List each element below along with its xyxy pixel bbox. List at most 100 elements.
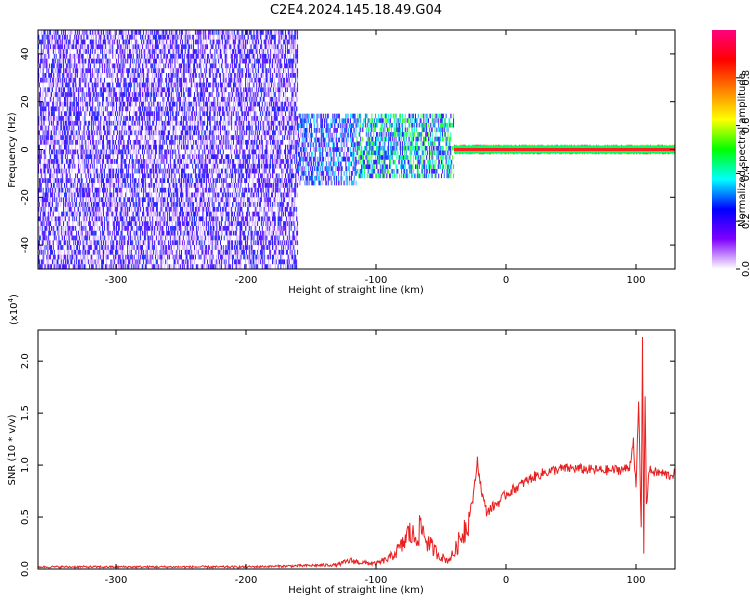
spectrogram-cell: [142, 111, 144, 117]
spectrogram-cell: [43, 73, 45, 78]
spectrogram-cell: [65, 230, 67, 236]
spectrogram-cell: [175, 135, 177, 140]
spectrogram-cell: [43, 264, 45, 269]
spectrogram-cell: [151, 130, 153, 136]
spectrogram-cell: [171, 63, 173, 69]
spectrogram-cell: [49, 168, 51, 174]
spectrogram-cell: [176, 135, 178, 140]
spectrogram-cell: [161, 92, 163, 97]
spectrogram-cell: [135, 96, 137, 102]
spectrogram-cell: [171, 58, 173, 64]
spectrogram-cell: [78, 120, 80, 126]
spectrogram-cell: [59, 87, 61, 93]
spectrogram-cell: [99, 68, 101, 74]
spectrogram-cell: [69, 135, 71, 140]
spectrogram-cell: [171, 135, 173, 140]
spectrogram-cell: [97, 130, 99, 136]
spectrogram-cell: [109, 230, 111, 236]
spectrogram-cell: [84, 211, 86, 217]
spectrogram-cell: [105, 254, 107, 260]
spectrogram-cell: [162, 96, 164, 102]
spectrogram-cell: [88, 135, 90, 140]
spectrogram-cell: [107, 202, 109, 207]
spectrogram-cell: [49, 245, 51, 250]
spectrogram-cell: [105, 245, 107, 250]
spectrogram-cell: [58, 139, 60, 145]
spectrogram-cell: [160, 125, 162, 131]
spectrogram-cell: [91, 182, 93, 188]
spectrogram-cell: [50, 197, 52, 203]
spectrogram-cell: [73, 39, 75, 45]
spectrogram-cell: [87, 68, 89, 74]
spectrogram-cell: [81, 192, 83, 198]
spectrogram-cell: [100, 30, 102, 35]
spectrogram-cell: [115, 149, 117, 155]
spectrogram-cell: [171, 30, 173, 35]
spectrogram-cell: [177, 168, 179, 174]
spectrogram-cell: [149, 159, 151, 164]
spectrogram-cell: [161, 249, 163, 255]
spectrogram-cell: [165, 125, 167, 131]
spectrogram-cell: [153, 49, 155, 54]
spectrogram-cell: [162, 202, 164, 207]
spectrogram-cell: [103, 225, 105, 231]
spectrogram-cell: [139, 245, 141, 250]
spectrogram-cell: [40, 139, 42, 145]
spectrogram-cell: [55, 92, 57, 97]
spectrogram-cell: [167, 106, 169, 112]
spectrogram-cell: [77, 111, 78, 117]
spectrogram-cell: [49, 39, 51, 45]
spectrogram-cell: [129, 135, 130, 140]
spectrogram-cell: [59, 130, 61, 136]
spectrogram-cell: [84, 44, 86, 50]
spectrogram-cell: [51, 259, 53, 265]
spectrogram-cell: [51, 211, 53, 217]
spectrogram-cell: [58, 125, 60, 131]
spectrogram-cell: [136, 182, 138, 188]
spectrogram-cell: [90, 221, 91, 226]
spectrogram-cell: [90, 30, 91, 35]
spectrogram-cell: [72, 82, 74, 88]
spectrogram-cell: [138, 259, 140, 265]
spectrogram-cell: [128, 120, 130, 126]
spectrogram-cell: [130, 34, 132, 40]
spectrogram-cell: [42, 39, 44, 45]
spectrogram-cell: [90, 116, 92, 121]
spectrogram-cell: [120, 245, 122, 250]
spectrogram-cell: [86, 106, 88, 112]
spectrogram-cell: [127, 225, 129, 231]
spectrogram-cell: [103, 44, 104, 50]
spectrogram-cell: [45, 216, 47, 222]
spectrogram-cell: [88, 44, 90, 50]
spectrogram-cell: [67, 235, 69, 241]
spectrogram-cell: [58, 87, 60, 93]
spectrogram-cell: [92, 259, 94, 265]
spectrogram-cell: [80, 187, 82, 193]
spectrogram-cell: [147, 173, 149, 179]
spectrogram-cell: [52, 197, 54, 203]
spectrogram-cell: [41, 249, 43, 255]
spectrogram-cell: [43, 254, 45, 260]
spectrogram-cell: [116, 254, 117, 260]
spectrogram-cell: [76, 106, 78, 112]
spectrogram-cell: [77, 34, 79, 40]
spectrogram-cell: [74, 264, 76, 269]
spectrogram-cell: [63, 259, 65, 265]
spectrogram-cell: [137, 49, 139, 54]
spectrogram-cell: [154, 154, 156, 160]
spectrogram-cell: [127, 264, 129, 269]
spectrogram-cell: [114, 230, 116, 236]
spectrogram-cell: [98, 34, 100, 40]
spectrogram-cell: [146, 254, 148, 260]
spectrogram-cell: [175, 206, 177, 212]
spectrogram-cell: [129, 173, 131, 179]
spectrogram-cell: [81, 68, 83, 74]
spectrogram-cell: [97, 192, 99, 198]
spectrogram-cell: [146, 96, 148, 102]
spectrogram-cell: [57, 230, 59, 236]
spectrogram-cell: [104, 58, 106, 64]
spectrogram-cell: [140, 163, 142, 169]
spectrogram-cell: [99, 111, 101, 117]
spectrogram-cell: [46, 254, 48, 260]
spectrogram-cell: [132, 144, 134, 150]
